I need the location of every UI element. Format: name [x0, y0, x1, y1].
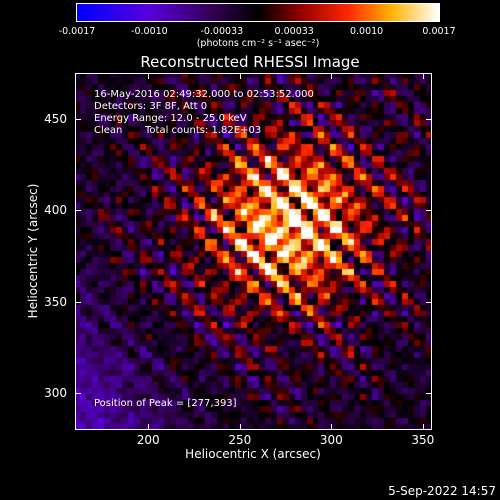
y-tick-mark [426, 301, 431, 303]
colorbar-units: (photons cm⁻² s⁻¹ asec⁻²) [196, 38, 320, 49]
y-tick-label: 400 [44, 203, 67, 218]
colorbar-tick-label: 0.00033 [274, 26, 314, 37]
plot-frame [75, 73, 432, 430]
x-tick-mark [331, 74, 333, 79]
x-axis-label: Heliocentric X (arcsec) [185, 447, 321, 461]
y-tick-mark [426, 210, 431, 212]
info-peak-position: Position of Peak = [277,393] [94, 398, 237, 409]
x-tick-mark [422, 424, 424, 429]
x-tick-label: 200 [136, 433, 160, 447]
y-tick-mark [426, 393, 431, 395]
y-axis-label: Heliocentric Y (arcsec) [26, 183, 40, 319]
info-detectors: Detectors: 3F 8F, Att 0 [94, 101, 208, 112]
y-tick-mark [76, 210, 81, 212]
y-tick-label: 300 [44, 386, 67, 401]
x-tick-label: 350 [411, 433, 435, 447]
footer-date: 5-Sep-2022 14:57 [388, 484, 496, 498]
x-tick-mark [148, 424, 150, 429]
y-tick-mark [76, 393, 81, 395]
y-tick-label: 350 [44, 294, 67, 309]
x-tick-mark [422, 74, 424, 79]
x-tick-mark [148, 74, 150, 79]
x-tick-mark [239, 74, 241, 79]
colorbar-tick-label: 0.0017 [422, 26, 456, 37]
colorbar-tick-label: -0.00033 [200, 26, 244, 37]
y-tick-mark [76, 118, 81, 120]
plot-title: Reconstructed RHESSI Image [140, 53, 360, 71]
x-tick-label: 300 [319, 433, 343, 447]
rhessi-image [75, 73, 432, 430]
info-algorithm: Clean [94, 125, 123, 136]
colorbar-tick-label: 0.0010 [349, 26, 384, 37]
y-tick-mark [76, 301, 81, 303]
x-tick-mark [331, 424, 333, 429]
colorbar-tick-label: -0.0010 [131, 26, 168, 37]
x-tick-mark [239, 424, 241, 429]
info-time-range: 16-May-2016 02:49:32.000 to 02:53:52.000 [94, 89, 314, 100]
y-tick-mark [426, 118, 431, 120]
colorbar-tick-label: -0.0017 [58, 26, 96, 37]
info-total-counts: Total counts: 1.82E+03 [145, 125, 262, 136]
y-tick-label: 450 [44, 111, 67, 126]
info-energy-range: Energy Range: 12.0 - 25.0 keV [94, 113, 247, 124]
colorbar [76, 3, 440, 22]
x-tick-label: 250 [228, 433, 252, 447]
